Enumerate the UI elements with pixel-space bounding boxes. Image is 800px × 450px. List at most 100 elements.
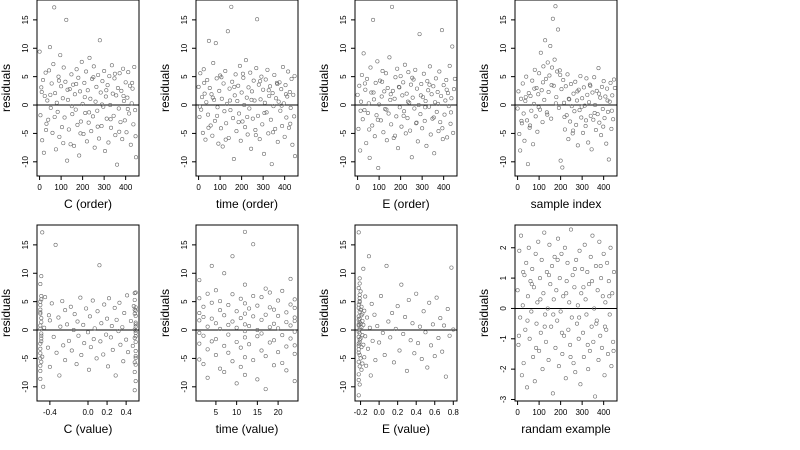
data-point: [553, 4, 558, 9]
data-point: [270, 91, 275, 96]
data-point: [529, 309, 534, 314]
data-point: [370, 123, 375, 128]
data-point: [41, 384, 46, 389]
data-point: [375, 324, 380, 329]
data-point: [47, 68, 52, 73]
data-point: [542, 324, 547, 329]
data-point: [599, 276, 604, 281]
data-point: [69, 348, 74, 353]
data-point: [126, 350, 131, 355]
data-point: [556, 27, 561, 32]
data-point: [38, 307, 43, 312]
data-point: [78, 89, 83, 94]
data-point: [380, 79, 385, 84]
data-point: [585, 270, 590, 275]
data-point: [262, 100, 267, 105]
data-point: [213, 321, 218, 326]
data-point: [580, 266, 585, 271]
data-point: [91, 337, 96, 342]
data-point: [590, 90, 595, 95]
data-point: [292, 318, 297, 323]
data-point: [112, 76, 117, 81]
data-point: [448, 121, 453, 126]
data-point: [259, 74, 264, 79]
data-point: [118, 342, 123, 347]
data-point: [132, 335, 137, 340]
data-point: [414, 291, 419, 296]
data-point: [375, 59, 380, 64]
data-point: [433, 100, 438, 105]
plot-frame: [195, 0, 299, 177]
data-point: [242, 282, 247, 287]
data-point: [591, 339, 596, 344]
data-point: [65, 158, 70, 163]
data-point: [364, 141, 369, 146]
data-point: [292, 74, 297, 79]
data-point: [38, 303, 43, 308]
data-point: [278, 108, 283, 113]
data-point: [259, 331, 264, 336]
data-point: [422, 118, 427, 123]
data-point: [362, 108, 367, 113]
data-point: [209, 339, 214, 344]
data-point: [537, 348, 542, 353]
data-point: [550, 263, 555, 268]
data-point: [119, 88, 124, 93]
data-point: [537, 276, 542, 281]
data-point: [448, 110, 453, 115]
data-point: [120, 137, 125, 142]
data-point: [215, 105, 220, 110]
data-point: [243, 125, 248, 130]
y-tick-label: 10: [21, 43, 30, 52]
data-point: [60, 299, 65, 304]
y-tick-label: -5: [499, 129, 508, 137]
data-point: [133, 134, 138, 139]
data-point: [380, 68, 385, 73]
data-point: [606, 157, 611, 162]
data-point: [538, 50, 543, 55]
data-point: [593, 103, 598, 108]
data-point: [531, 285, 536, 290]
data-point: [519, 96, 524, 101]
data-point: [397, 105, 402, 110]
x-axis-label: time (value): [216, 422, 279, 436]
data-point: [605, 86, 610, 91]
data-point: [555, 69, 560, 74]
y-tick-label: -5: [21, 354, 30, 362]
data-point: [122, 310, 127, 315]
data-point: [356, 372, 361, 377]
data-point: [357, 300, 362, 305]
data-point: [388, 97, 393, 102]
y-tick-label: 0: [180, 327, 189, 332]
data-point: [201, 314, 206, 319]
data-point: [545, 112, 550, 117]
data-point: [358, 148, 363, 153]
data-point: [237, 63, 242, 68]
data-point: [605, 98, 610, 103]
data-point: [57, 373, 62, 378]
data-point: [579, 104, 584, 109]
data-point: [524, 260, 529, 265]
y-tick-label: 10: [499, 43, 508, 52]
data-point: [251, 242, 256, 247]
data-point: [565, 260, 570, 265]
data-point: [38, 310, 43, 315]
y-tick-label: -3: [499, 395, 508, 403]
data-point: [536, 239, 541, 244]
data-point: [602, 373, 607, 378]
y-tick-label: -10: [21, 155, 30, 167]
data-point: [547, 242, 552, 247]
data-point: [284, 310, 289, 315]
data-point: [208, 123, 213, 128]
data-point: [443, 98, 448, 103]
data-point: [601, 124, 606, 129]
data-point: [386, 319, 391, 324]
data-point: [550, 65, 555, 70]
data-point: [590, 233, 595, 238]
data-point: [438, 120, 443, 125]
x-tick-label: 5: [214, 408, 219, 417]
data-point: [423, 330, 428, 335]
data-point: [38, 368, 43, 373]
data-point: [358, 307, 363, 312]
data-point: [38, 346, 43, 351]
